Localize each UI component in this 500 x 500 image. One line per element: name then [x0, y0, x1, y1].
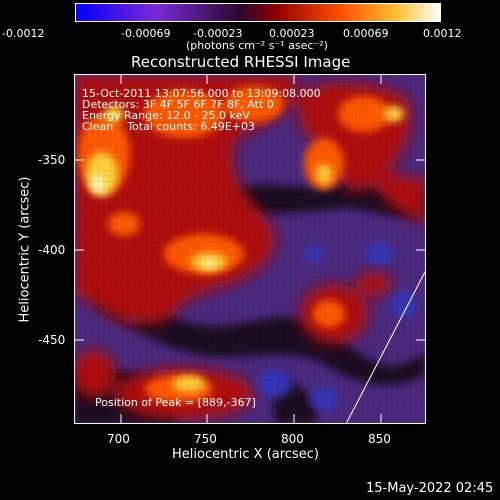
annotation-peak: Position of Peak = [889,-367]	[95, 396, 256, 409]
x-tick-label: 700	[107, 432, 130, 446]
annotation-counts: Clean Total counts: 6.49E+03	[82, 120, 256, 133]
x-tick-label: 750	[194, 432, 217, 446]
colorbar-gradient	[75, 3, 441, 22]
colorbar-units: (photons cm⁻² s⁻¹ asec⁻²)	[186, 39, 328, 52]
x-tick-label: 800	[281, 432, 304, 446]
plot-title: Reconstructed RHESSI Image	[131, 53, 351, 71]
colorbar-tick: 0.00023	[269, 27, 315, 40]
colorbar-tick: 0.0012	[423, 27, 462, 40]
colorbar-tick: -0.0012	[2, 27, 45, 40]
annotation-detectors: Detectors: 3F 4F 5F 6F 7F 8F, Att 0	[82, 98, 274, 111]
y-axis-title: Heliocentric Y (arcsec)	[17, 176, 33, 323]
timestamp: 15-May-2022 02:45	[366, 481, 494, 496]
y-tick-label: -400	[38, 243, 66, 257]
annotation-time: 15-Oct-2011 13:07:56.000 to 13:09:08.000	[82, 87, 321, 100]
x-axis-title: Heliocentric X (arcsec)	[172, 447, 319, 462]
annotation-energy: Energy Range: 12.0 - 25.0 keV	[82, 109, 250, 122]
x-tick-label: 850	[368, 432, 391, 446]
y-tick-label: -350	[38, 153, 66, 167]
colorbar-tick: -0.00023	[193, 27, 243, 40]
colorbar-tick: -0.00069	[121, 27, 171, 40]
y-tick-label: -450	[38, 333, 66, 347]
colorbar-tick: 0.00069	[343, 27, 389, 40]
solar-limb-line	[345, 269, 427, 425]
colorbar	[75, 3, 441, 22]
image-panel	[72, 74, 427, 425]
rhessi-image	[72, 74, 427, 425]
